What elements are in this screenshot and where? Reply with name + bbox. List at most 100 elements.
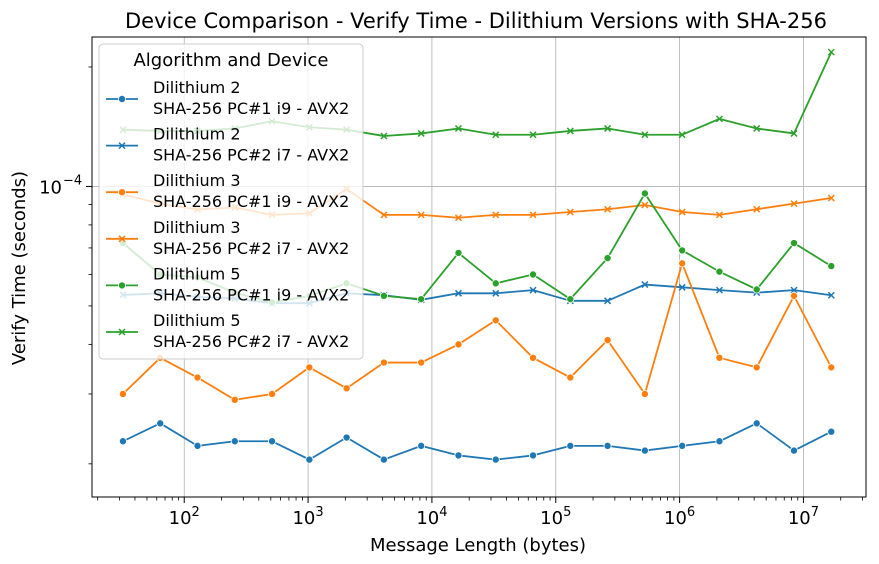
data-point-s4-stroke [678,208,686,216]
data-point-s6-stroke [454,124,462,132]
data-point-s6-stroke [380,132,388,140]
x-tick-exponent: 7 [811,505,819,520]
data-point-s2-stroke [715,286,723,294]
data-point-s5 [640,189,649,198]
data-point-s4-stroke [380,211,388,219]
legend: Algorithm and Device Dilithium 2 SHA-256 … [98,43,364,360]
data-point-s4 [380,211,388,219]
data-point-s2 [492,289,500,297]
x-tick-label: 103 [292,505,323,529]
data-point-s4-stroke [790,200,798,208]
data-point-s4 [678,208,686,216]
data-point-s4 [827,194,835,202]
data-point-s2-stroke [454,289,462,297]
x-tick-label: 107 [788,505,819,529]
data-point-s3 [417,358,426,367]
series-line-3 [122,262,833,401]
data-point-s3 [193,373,202,382]
data-point-s3 [305,363,314,372]
data-point-s6-stroke [790,129,798,137]
data-point-s5 [491,279,500,288]
x-tick-label: 105 [540,505,571,529]
data-point-s6 [380,132,388,140]
data-point-s6-stroke [678,131,686,139]
legend-box [98,43,364,360]
data-point-s1 [417,441,426,450]
data-point-s1 [640,446,649,455]
data-point-s3 [715,353,724,362]
x-tick-base: 10 [292,508,315,529]
data-point-s4 [529,211,537,219]
data-point-s2 [790,286,798,294]
data-point-s5 [827,262,836,271]
data-point-s4 [566,208,574,216]
y-axis-label: Verify Time (seconds) [9,171,30,365]
data-point-s1 [491,455,500,464]
series-line-1 [122,422,832,461]
legend-title: Algorithm and Device [133,50,328,71]
data-point-s6-stroke [529,131,537,139]
data-point-s1 [529,451,538,460]
x-axis-label: Message Length (bytes) [370,535,586,556]
data-point-s1 [342,433,351,442]
y-tick-exponent: −4 [63,173,82,188]
data-point-s2 [641,281,649,289]
legend-label-line1: Dilithium 5 [153,311,241,330]
data-point-s1 [752,419,761,428]
data-point-s4 [492,211,500,219]
data-point-s6-stroke [827,48,835,56]
data-point-s2-stroke [492,289,500,297]
data-point-s6 [641,131,649,139]
data-point-s6-stroke [715,115,723,123]
data-point-s6 [417,129,425,137]
data-point-s3 [379,358,388,367]
legend-label-line2: SHA-256 PC#1 i9 - AVX2 [153,192,349,211]
x-tick-base: 10 [540,508,563,529]
chart-title: Device Comparison - Verify Time - Dilith… [125,9,827,33]
y-tick-labels: 10 −4 [39,173,82,198]
legend-label-line1: Dilithium 2 [153,78,241,97]
data-point-s3 [268,389,277,398]
legend-label-line2: SHA-256 PC#2 i7 - AVX2 [153,239,349,258]
data-point-s6 [753,124,761,132]
data-point-s5 [417,295,426,304]
data-point-s3 [230,395,239,404]
data-point-s6 [454,124,462,132]
data-point-s4-stroke [715,211,723,219]
x-tick-exponent: 2 [192,505,200,520]
x-tick-label: 104 [416,505,447,529]
x-tick-exponent: 3 [315,505,323,520]
data-point-s6 [790,129,798,137]
data-point-s4-stroke [566,208,574,216]
data-point-s5 [379,291,388,300]
data-point-s2-stroke [641,281,649,289]
data-point-s4-stroke [492,211,500,219]
data-point-s2 [604,297,612,305]
data-point-s1 [454,451,463,460]
data-point-s1 [789,446,798,455]
data-point-s3 [454,340,463,349]
data-point-s6-stroke [566,127,574,135]
legend-handle-marker [118,95,127,104]
data-point-s4 [753,205,761,213]
data-point-s6 [604,124,612,132]
data-point-s2-stroke [529,286,537,294]
x-tick-base: 10 [664,508,687,529]
legend-label-line2: SHA-256 PC#1 i9 - AVX2 [153,99,349,118]
x-tick-label: 106 [664,505,695,529]
data-point-s2-stroke [604,297,612,305]
x-tick-base: 10 [416,508,439,529]
data-point-s4 [715,211,723,219]
data-point-s6 [566,127,574,135]
data-point-s1 [268,437,277,446]
data-point-s2 [678,283,686,291]
data-point-s6-stroke [492,131,500,139]
data-point-s3 [789,291,798,300]
legend-handle-marker [118,328,126,336]
data-point-s1 [603,441,612,450]
data-point-s4-stroke [604,205,612,213]
data-point-s5 [529,270,538,279]
x-tick-base: 10 [788,508,811,529]
data-point-s4 [604,205,612,213]
